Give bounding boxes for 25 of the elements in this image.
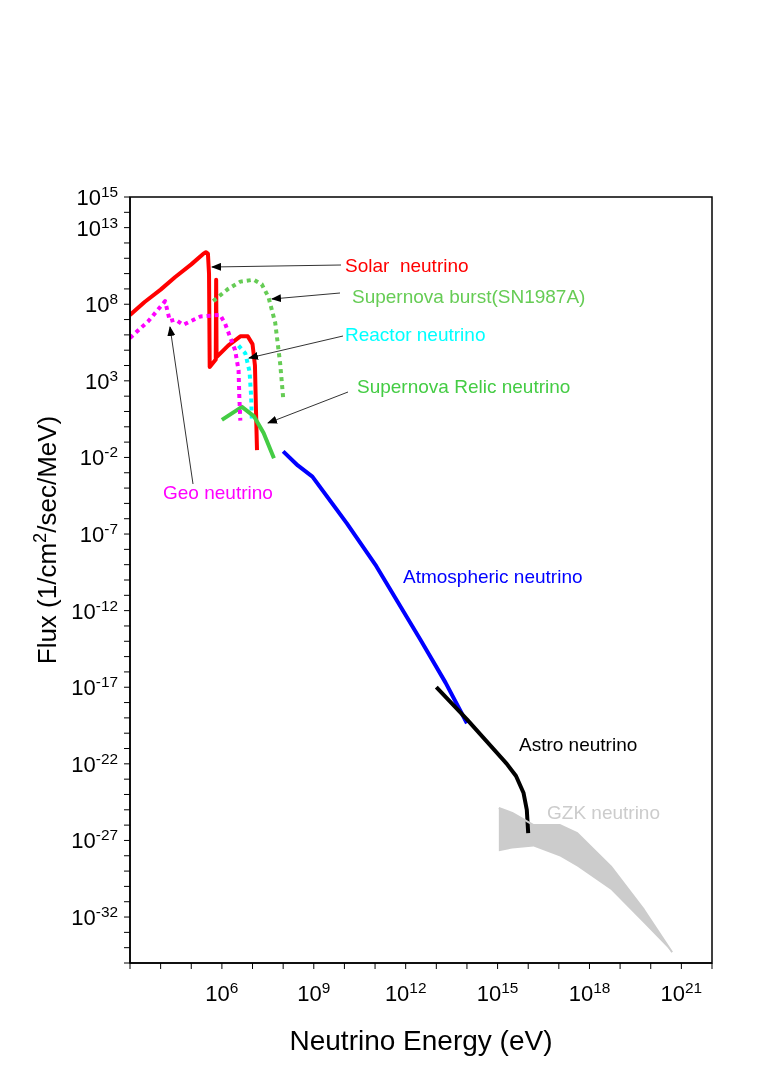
y-tick-label: 10$^{13}$ xyxy=(76,213,118,241)
y-tick-label: 10$^{-27}$ xyxy=(71,825,118,854)
text: Reactor neutrino xyxy=(345,324,486,345)
text: Supernova burst(SN1987A) xyxy=(352,286,586,307)
x-tick-label: 10$^{9}$ xyxy=(297,978,331,1006)
series-label: Astro neutrino xyxy=(519,734,638,755)
y-tick-label: 10$^{-7}$ xyxy=(79,519,118,548)
x-axis-title: Neutrino Energy (eV) xyxy=(289,1025,553,1056)
series-label: Atmospheric neutrino xyxy=(403,566,583,587)
y-tick-label: 10$^{-32}$ xyxy=(71,902,118,931)
y-tick-label: 10$^{-12}$ xyxy=(71,596,118,624)
text: Geo neutrino xyxy=(163,482,273,503)
x-tick-label: 10$^{18}$ xyxy=(568,978,611,1006)
x-tick-label: 10$^{21}$ xyxy=(660,978,703,1006)
text: Solar neutrino xyxy=(345,255,469,276)
x-tick-label: 10$^{15}$ xyxy=(476,978,519,1006)
y-tick-label: 10$^{15}$ xyxy=(76,182,118,210)
text: Supernova Relic neutrino xyxy=(357,376,571,397)
y-tick-label: 10$^{-2}$ xyxy=(79,442,118,471)
x-tick-label: 10$^{12}$ xyxy=(384,978,427,1006)
y-tick-label: 10$^{8}$ xyxy=(84,289,118,318)
x-tick-label: 10$^{6}$ xyxy=(205,978,239,1006)
y-tick-label: 10$^{3}$ xyxy=(84,366,118,394)
y-tick-label: 10$^{-22}$ xyxy=(71,749,118,777)
y-tick-label: 10$^{-17}$ xyxy=(71,672,118,701)
